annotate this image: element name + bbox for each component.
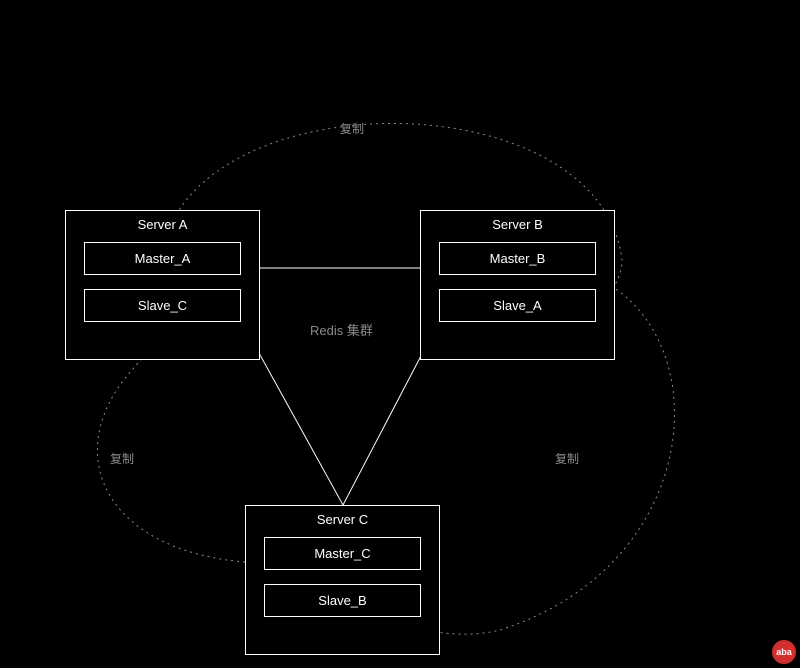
master-node-c: Master_C (264, 537, 421, 570)
server-title-a: Server A (66, 211, 259, 242)
master-node-b: Master_B (439, 242, 596, 275)
server-box-a: Server AMaster_A Slave_C (65, 210, 260, 360)
slave-node-a: Slave_C (84, 289, 241, 322)
center-label: Redis 集群 (310, 320, 373, 339)
replication-label-top: 复制 (340, 120, 364, 137)
slave-node-b: Slave_A (439, 289, 596, 322)
replication-label-right: 复制 (555, 450, 579, 467)
server-title-b: Server B (421, 211, 614, 242)
slave-node-c: Slave_B (264, 584, 421, 617)
watermark-badge: aba (772, 640, 796, 664)
replication-label-left: 复制 (110, 450, 134, 467)
server-title-c: Server C (246, 506, 439, 537)
master-node-a: Master_A (84, 242, 241, 275)
server-box-c: Server CMaster_C Slave_B (245, 505, 440, 655)
server-box-b: Server BMaster_B Slave_A (420, 210, 615, 360)
